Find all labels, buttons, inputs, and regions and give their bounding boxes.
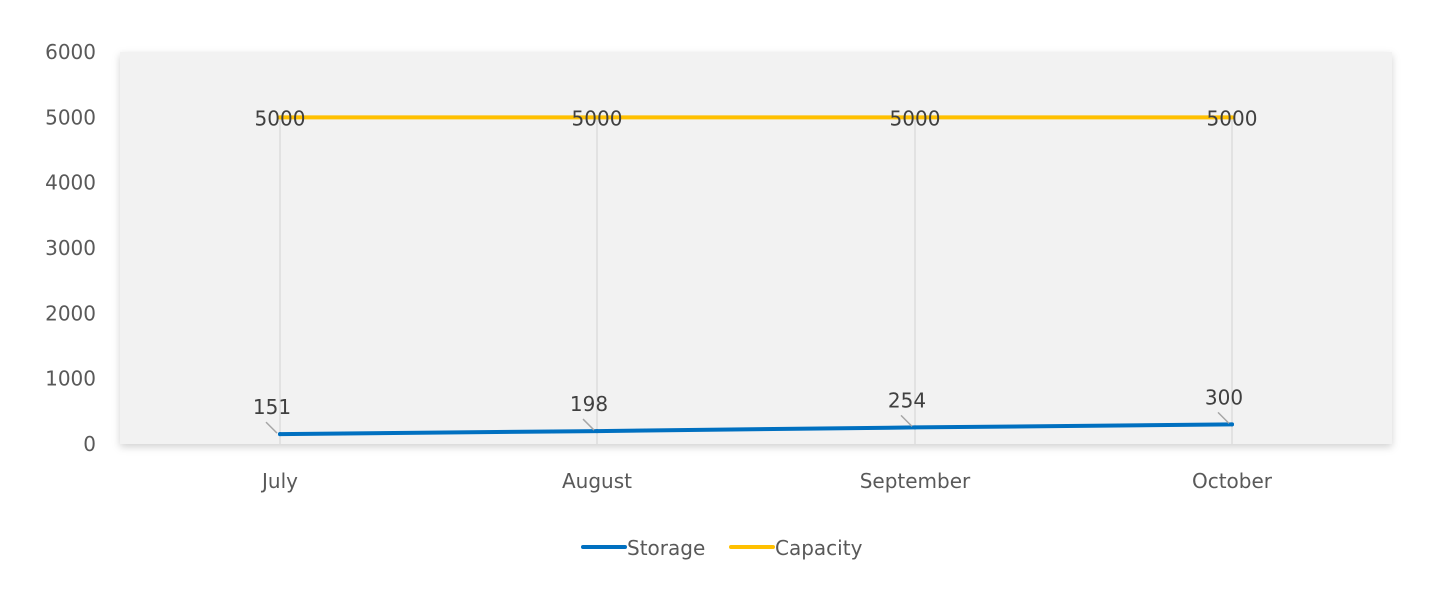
y-tick-label: 3000 xyxy=(45,236,96,260)
data-labels: 151 198 254 300 5000 5000 5000 5000 xyxy=(253,106,1258,434)
data-point-storage xyxy=(595,429,599,434)
data-point-capacity xyxy=(1230,115,1234,120)
y-tick-label: 1000 xyxy=(45,367,96,391)
data-label-storage: 151 xyxy=(253,395,291,419)
x-axis: July August September October xyxy=(260,469,1273,493)
data-label-capacity: 5000 xyxy=(1207,106,1258,130)
x-tick-label: July xyxy=(260,469,298,493)
gridlines xyxy=(279,117,1233,444)
legend-label-capacity: Capacity xyxy=(775,536,863,560)
legend-label-storage: Storage xyxy=(627,536,705,560)
x-tick-label: August xyxy=(562,469,632,493)
leader-line xyxy=(582,418,595,431)
y-tick-label: 5000 xyxy=(45,105,96,129)
data-label-capacity: 5000 xyxy=(572,106,623,130)
data-point-capacity xyxy=(278,115,282,120)
leader-line xyxy=(900,414,913,427)
y-tick-label: 0 xyxy=(83,432,96,456)
data-label-storage: 198 xyxy=(570,392,608,416)
y-axis: 0 1000 2000 3000 4000 5000 6000 xyxy=(45,40,96,456)
plot-area xyxy=(120,52,1392,444)
data-point-storage xyxy=(913,425,917,430)
leader-line xyxy=(265,421,278,434)
y-tick-label: 4000 xyxy=(45,171,96,195)
series-line-storage xyxy=(278,422,1234,437)
y-tick-label: 2000 xyxy=(45,301,96,325)
leader-line xyxy=(1217,411,1230,424)
data-point-capacity xyxy=(913,115,917,120)
data-label-storage: 300 xyxy=(1205,385,1243,409)
legend: Storage Capacity xyxy=(581,536,863,560)
x-tick-label: October xyxy=(1192,469,1273,493)
y-tick-label: 6000 xyxy=(45,40,96,64)
data-label-capacity: 5000 xyxy=(890,106,941,130)
x-tick-label: September xyxy=(860,469,971,493)
data-label-storage: 254 xyxy=(888,388,926,412)
data-point-storage xyxy=(1230,422,1234,427)
series-lines xyxy=(278,115,1234,437)
data-label-capacity: 5000 xyxy=(255,106,306,130)
data-point-storage xyxy=(278,432,282,437)
data-point-capacity xyxy=(595,115,599,120)
